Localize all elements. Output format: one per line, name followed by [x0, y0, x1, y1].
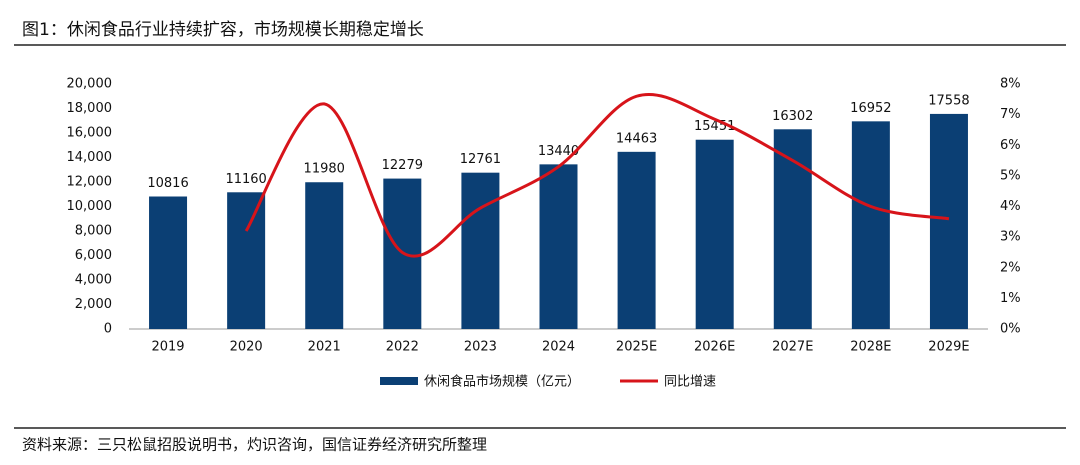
bar: [929, 113, 968, 330]
data-label: 16302: [772, 109, 813, 124]
y2-tick-label: 4%: [1000, 199, 1021, 214]
bar: [851, 121, 890, 329]
y2-tick-label: 3%: [1000, 230, 1021, 245]
bar: [149, 196, 188, 329]
y-tick-label: 14,000: [67, 150, 113, 165]
y2-tick-label: 2%: [1000, 260, 1021, 275]
y2-tick-label: 8%: [1000, 77, 1021, 92]
data-label: 11980: [304, 162, 345, 177]
data-label: 17558: [928, 93, 969, 108]
x-tick-label: 2027E: [772, 340, 813, 355]
chart-title: 图1：休闲食品行业持续扩容，市场规模长期稳定增长: [22, 20, 424, 40]
y-tick-label: 20,000: [67, 77, 113, 92]
data-label: 14463: [616, 131, 657, 146]
x-tick-label: 2021: [308, 340, 341, 355]
y2-tick-label: 6%: [1000, 138, 1021, 153]
data-label: 16952: [850, 101, 891, 116]
data-label: 12761: [460, 152, 501, 167]
x-tick-label: 2026E: [694, 340, 735, 355]
data-label: 11160: [225, 172, 266, 187]
y2-tick-label: 1%: [1000, 291, 1021, 306]
x-tick-label: 2019: [151, 340, 184, 355]
legend-swatch: [380, 377, 418, 385]
x-tick-label: 2025E: [616, 340, 657, 355]
growth-line: [244, 93, 950, 258]
x-tick-label: 2022: [386, 340, 419, 355]
bar: [227, 192, 266, 329]
y-tick-label: 8,000: [75, 224, 112, 239]
bar: [461, 172, 500, 329]
y-tick-label: 18,000: [67, 101, 113, 116]
bar: [305, 182, 344, 329]
bar: [695, 139, 734, 329]
x-tick-label: 2024: [542, 340, 575, 355]
y-tick-label: 10,000: [67, 199, 113, 214]
x-tick-label: 2029E: [928, 340, 969, 355]
y-tick-label: 16,000: [67, 126, 113, 141]
legend-label: 休闲食品市场规模（亿元）: [424, 374, 580, 390]
y2-tick-label: 7%: [1000, 107, 1021, 122]
y2-tick-label: 5%: [1000, 168, 1021, 183]
y-tick-label: 4,000: [75, 273, 112, 288]
y-tick-label: 12,000: [67, 175, 113, 190]
bar: [539, 164, 578, 329]
legend-label: 同比增速: [664, 375, 716, 390]
data-label: 12279: [382, 158, 423, 173]
data-label: 13440: [538, 144, 579, 159]
bar: [773, 129, 812, 329]
y2-tick-label: 0%: [1000, 322, 1021, 337]
data-label: 10816: [147, 176, 188, 191]
y-tick-label: 2,000: [75, 297, 112, 312]
x-tick-label: 2023: [464, 340, 497, 355]
source-note: 资料来源：三只松鼠招股说明书，灼识咨询，国信证券经济研究所整理: [22, 436, 487, 454]
y-tick-label: 6,000: [75, 248, 112, 263]
bar: [617, 151, 656, 329]
x-tick-label: 2028E: [850, 340, 891, 355]
x-tick-label: 2020: [230, 340, 263, 355]
y-tick-label: 0: [104, 322, 112, 337]
